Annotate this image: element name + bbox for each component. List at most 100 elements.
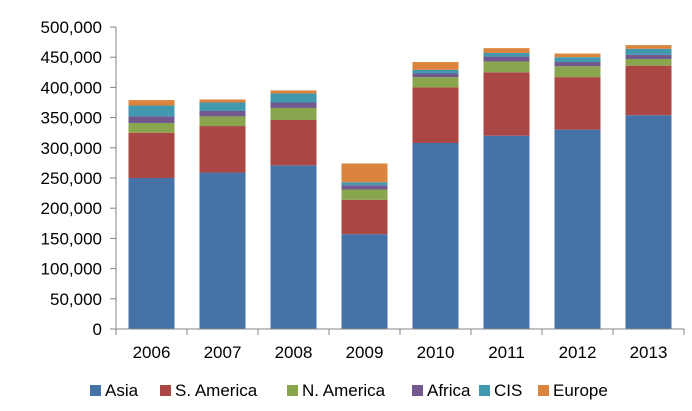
bar-stack-2007 [199, 99, 246, 329]
bar-cis-2008 [270, 93, 317, 103]
bar-europe-2006 [128, 100, 175, 106]
bar-africa-2011 [483, 56, 530, 62]
bar-asia-2013 [625, 115, 672, 330]
bar-s-america-2008 [270, 120, 317, 166]
y-tick-label: 50,000 [50, 290, 102, 309]
x-tick-label: 2011 [488, 343, 525, 362]
y-tick-label: 0 [93, 320, 102, 339]
bar-s-america-2013 [625, 65, 672, 116]
legend-swatch [287, 385, 298, 396]
legend-label: CIS [494, 381, 522, 400]
bar-europe-2009 [341, 163, 388, 183]
bar-stack-2009 [341, 163, 388, 329]
bar-africa-2012 [554, 62, 601, 67]
x-tick-label: 2007 [204, 343, 242, 362]
x-tick-label: 2009 [346, 343, 384, 362]
bar-cis-2011 [483, 52, 530, 57]
bar-n-america-2012 [554, 66, 601, 78]
x-tick-label: 2012 [559, 343, 597, 362]
bar-n-america-2006 [128, 123, 175, 133]
bar-africa-2008 [270, 102, 317, 108]
bar-n-america-2008 [270, 107, 317, 121]
bar-europe-2010 [412, 62, 459, 70]
x-tick-label: 2006 [133, 343, 171, 362]
bar-africa-2010 [412, 73, 459, 78]
x-axis-tick-labels: 2006 2007 2008 2009 2010 2011 2012 2013 [133, 343, 668, 362]
bar-cis-2007 [199, 102, 246, 111]
y-tick-label: 300,000 [41, 139, 102, 158]
bar-stacks [128, 45, 672, 330]
bar-s-america-2012 [554, 77, 601, 130]
bar-europe-2007 [199, 99, 246, 103]
bar-s-america-2006 [128, 132, 175, 178]
y-tick-label: 150,000 [41, 229, 102, 248]
legend-swatch [479, 385, 490, 396]
bar-cis-2009 [341, 182, 388, 186]
legend-item-asia: Asia [90, 381, 139, 400]
y-tick-label: 400,000 [41, 78, 102, 97]
y-tick-label: 100,000 [41, 260, 102, 279]
y-tick-label: 500,000 [41, 18, 102, 37]
bar-asia-2008 [270, 165, 317, 329]
legend-label: Asia [105, 381, 139, 400]
bar-asia-2009 [341, 234, 388, 329]
bar-europe-2008 [270, 90, 317, 94]
bar-s-america-2009 [341, 199, 388, 235]
bar-europe-2012 [554, 53, 601, 58]
bar-asia-2006 [128, 178, 175, 329]
bar-cis-2013 [625, 48, 672, 55]
legend-item-africa: Africa [412, 381, 471, 400]
y-tick-label: 200,000 [41, 199, 102, 218]
legend: Asia S. America N. America Africa CIS Europe [90, 381, 608, 400]
x-tick-label: 2010 [417, 343, 455, 362]
y-tick-label: 450,000 [41, 48, 102, 67]
bar-africa-2006 [128, 116, 175, 124]
bar-stack-2012 [554, 53, 601, 329]
legend-item-s-america: S. America [160, 381, 258, 400]
legend-item-europe: Europe [538, 381, 608, 400]
bar-n-america-2013 [625, 59, 672, 66]
bar-asia-2010 [412, 142, 459, 329]
legend-swatch [412, 385, 423, 396]
bar-asia-2012 [554, 129, 601, 329]
legend-item-cis: CIS [479, 381, 522, 400]
legend-label: Africa [427, 381, 471, 400]
bar-n-america-2007 [199, 116, 246, 127]
y-axis-tick-labels: 0 50,000 100,000 150,000 200,000 250,000 300,0… [41, 18, 102, 339]
bar-stack-2010 [412, 62, 459, 329]
bar-cis-2010 [412, 69, 459, 74]
bar-s-america-2011 [483, 72, 530, 136]
bar-africa-2009 [341, 185, 388, 190]
y-tick-label: 350,000 [41, 109, 102, 128]
bar-europe-2013 [625, 45, 672, 49]
bar-s-america-2010 [412, 87, 459, 143]
bar-stack-2006 [128, 100, 175, 329]
y-tick-label: 250,000 [41, 169, 102, 188]
bar-africa-2013 [625, 54, 672, 60]
y-axis-ticks [110, 26, 685, 335]
bar-asia-2007 [199, 172, 246, 329]
bar-stack-2008 [270, 90, 317, 329]
bar-africa-2007 [199, 110, 246, 117]
bar-europe-2011 [483, 48, 530, 53]
legend-swatch [538, 385, 549, 396]
bar-n-america-2009 [341, 189, 388, 200]
bar-asia-2011 [483, 135, 530, 329]
x-tick-label: 2008 [275, 343, 313, 362]
bar-cis-2006 [128, 105, 175, 117]
bar-stack-2011 [483, 48, 530, 329]
legend-item-n-america: N. America [287, 381, 386, 400]
legend-label: Europe [553, 381, 608, 400]
bar-s-america-2007 [199, 126, 246, 173]
legend-swatch [90, 385, 101, 396]
bar-cis-2012 [554, 57, 601, 63]
x-tick-label: 2013 [630, 343, 668, 362]
bar-stack-2013 [625, 45, 672, 330]
legend-label: S. America [175, 381, 258, 400]
legend-label: N. America [302, 381, 386, 400]
bar-n-america-2011 [483, 61, 530, 73]
bar-n-america-2010 [412, 77, 459, 88]
legend-swatch [160, 385, 171, 396]
